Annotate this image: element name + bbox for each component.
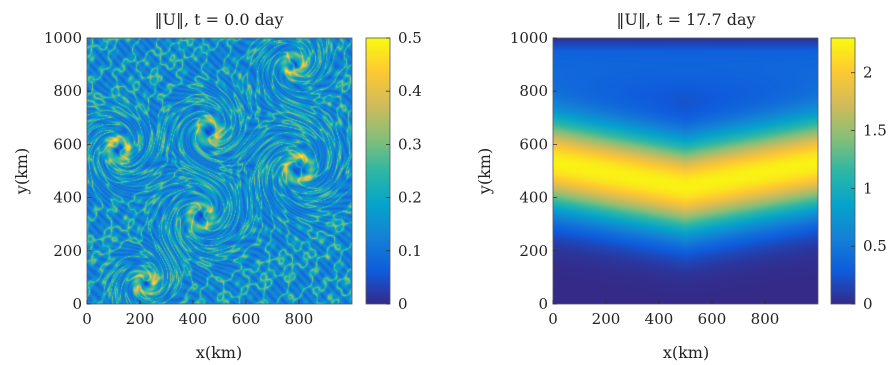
left-chart: ‖U‖, t = 0.0 day 0 200 400 600 800 0 200 400 600…: [12, 10, 422, 362]
left-colorbar: [365, 37, 391, 305]
right-colorbar-tick-label: 1.5: [863, 122, 887, 140]
right-y-tick-label: 400: [519, 189, 548, 207]
left-y-axis-label: y(km): [12, 148, 31, 195]
left-plot-frame: [86, 37, 353, 305]
left-x-tick-label: 0: [82, 310, 92, 328]
right-y-tick-label: 200: [519, 242, 548, 260]
left-chart-title: ‖U‖, t = 0.0 day: [154, 10, 283, 29]
left-colorbar-tick-label: 0.3: [398, 135, 422, 153]
right-plot-frame: [552, 37, 819, 305]
right-x-axis-label: x(km): [663, 343, 709, 362]
right-heatmap: [553, 38, 818, 304]
left-x-axis-label: x(km): [196, 343, 242, 362]
left-y-tick-label: 800: [53, 82, 82, 100]
left-x-tick-label: 200: [126, 310, 155, 328]
right-x-tick-label: 400: [645, 310, 674, 328]
left-colorbar-tick-label: 0.5: [398, 29, 422, 47]
left-y-tick-label: 600: [53, 135, 82, 153]
right-y-axis-label: y(km): [475, 148, 494, 195]
left-y-tick-label: 200: [53, 242, 82, 260]
right-x-tick-label: 800: [751, 310, 780, 328]
right-y-tick-label: 800: [519, 82, 548, 100]
left-x-tick-label: 600: [232, 310, 261, 328]
left-x-tick-label: 400: [179, 310, 208, 328]
right-chart: ‖U‖, t = 17.7 day 0 200 400 600 800 0 200 400 60…: [475, 10, 887, 362]
left-colorbar-tick-label: 0.2: [398, 189, 422, 207]
right-x-tick-label: 200: [592, 310, 621, 328]
left-y-tick-label: 0: [72, 295, 82, 313]
left-y-tick-label: 400: [53, 189, 82, 207]
right-colorbar-tick-label: 1: [863, 179, 873, 197]
left-colorbar-tick-label: 0: [398, 295, 408, 313]
right-y-tick-label: 0: [538, 295, 548, 313]
left-y-tick-label: 1000: [44, 29, 82, 47]
right-chart-title: ‖U‖, t = 17.7 day: [616, 10, 755, 29]
right-colorbar-tick-label: 0: [863, 295, 873, 313]
right-x-tick-label: 600: [698, 310, 727, 328]
right-x-tick-label: 0: [548, 310, 558, 328]
left-colorbar-ticks: 0 0.1 0.2 0.3 0.4 0.5: [386, 29, 422, 313]
right-y-tick-label: 600: [519, 135, 548, 153]
right-colorbar: [830, 37, 856, 305]
right-colorbar-ticks: 0 0.5 1 1.5 2: [851, 64, 887, 313]
right-y-tick-label: 1000: [510, 29, 548, 47]
right-axis-ticks: 0 200 400 600 800 0 200 400 600 800 1000: [510, 29, 780, 328]
left-axis-ticks: 0 200 400 600 800 0 200 400 600 800 1000: [44, 29, 314, 328]
right-colorbar-tick-label: 2: [863, 64, 873, 82]
left-heatmap: [87, 38, 352, 304]
left-x-tick-label: 800: [285, 310, 314, 328]
right-colorbar-tick-label: 0.5: [863, 237, 887, 255]
left-colorbar-tick-label: 0.4: [398, 82, 422, 100]
left-colorbar-tick-label: 0.1: [398, 242, 422, 260]
